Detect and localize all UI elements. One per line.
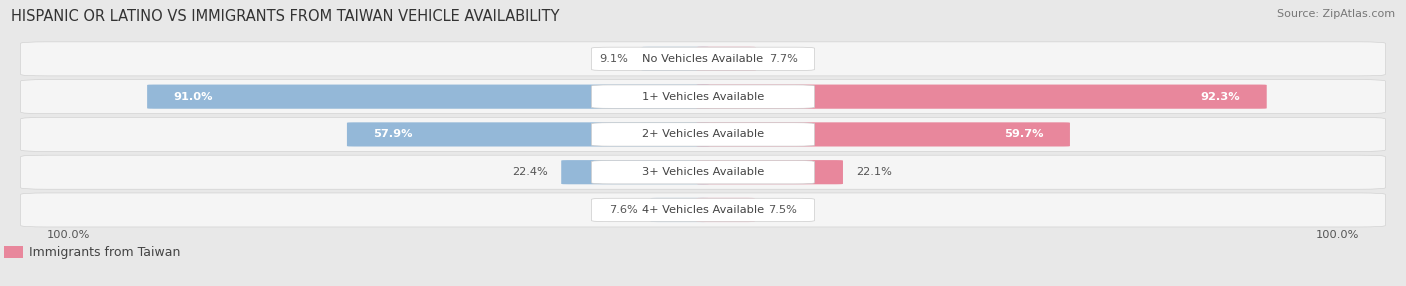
Text: 92.3%: 92.3% [1201, 92, 1240, 102]
Text: 7.5%: 7.5% [768, 205, 797, 215]
FancyBboxPatch shape [696, 85, 1267, 109]
FancyBboxPatch shape [696, 122, 1070, 146]
FancyBboxPatch shape [592, 198, 814, 222]
FancyBboxPatch shape [592, 85, 814, 108]
Text: 4+ Vehicles Available: 4+ Vehicles Available [643, 205, 763, 215]
FancyBboxPatch shape [696, 47, 756, 71]
Text: 2+ Vehicles Available: 2+ Vehicles Available [643, 130, 763, 139]
Text: No Vehicles Available: No Vehicles Available [643, 54, 763, 64]
FancyBboxPatch shape [21, 193, 1385, 227]
Text: 22.4%: 22.4% [512, 167, 548, 177]
FancyBboxPatch shape [561, 160, 710, 184]
FancyBboxPatch shape [347, 122, 710, 146]
FancyBboxPatch shape [21, 155, 1385, 189]
Text: 7.6%: 7.6% [609, 205, 637, 215]
Text: 57.9%: 57.9% [373, 130, 413, 139]
Text: 7.7%: 7.7% [769, 54, 799, 64]
FancyBboxPatch shape [592, 47, 814, 71]
FancyBboxPatch shape [696, 160, 844, 184]
FancyBboxPatch shape [21, 42, 1385, 76]
FancyBboxPatch shape [21, 80, 1385, 114]
FancyBboxPatch shape [641, 47, 710, 71]
Text: 1+ Vehicles Available: 1+ Vehicles Available [643, 92, 763, 102]
Text: 91.0%: 91.0% [173, 92, 212, 102]
Text: 100.0%: 100.0% [46, 230, 90, 239]
Text: HISPANIC OR LATINO VS IMMIGRANTS FROM TAIWAN VEHICLE AVAILABILITY: HISPANIC OR LATINO VS IMMIGRANTS FROM TA… [11, 9, 560, 23]
Text: 9.1%: 9.1% [599, 54, 628, 64]
Text: 22.1%: 22.1% [856, 167, 891, 177]
Text: 59.7%: 59.7% [1004, 130, 1043, 139]
FancyBboxPatch shape [592, 160, 814, 184]
FancyBboxPatch shape [696, 198, 755, 222]
Text: 3+ Vehicles Available: 3+ Vehicles Available [643, 167, 763, 177]
Text: Source: ZipAtlas.com: Source: ZipAtlas.com [1277, 9, 1395, 19]
FancyBboxPatch shape [651, 198, 710, 222]
Legend: Hispanic or Latino, Immigrants from Taiwan: Hispanic or Latino, Immigrants from Taiw… [0, 241, 186, 264]
FancyBboxPatch shape [21, 118, 1385, 151]
Text: 100.0%: 100.0% [1316, 230, 1360, 239]
FancyBboxPatch shape [148, 85, 710, 109]
FancyBboxPatch shape [592, 123, 814, 146]
